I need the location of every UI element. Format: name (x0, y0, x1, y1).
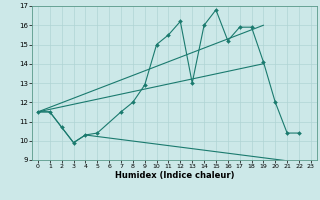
X-axis label: Humidex (Indice chaleur): Humidex (Indice chaleur) (115, 171, 234, 180)
